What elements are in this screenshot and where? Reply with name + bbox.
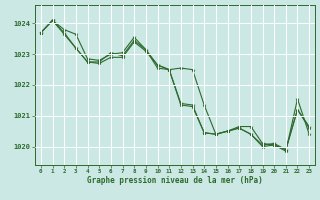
X-axis label: Graphe pression niveau de la mer (hPa): Graphe pression niveau de la mer (hPa) bbox=[87, 176, 263, 185]
